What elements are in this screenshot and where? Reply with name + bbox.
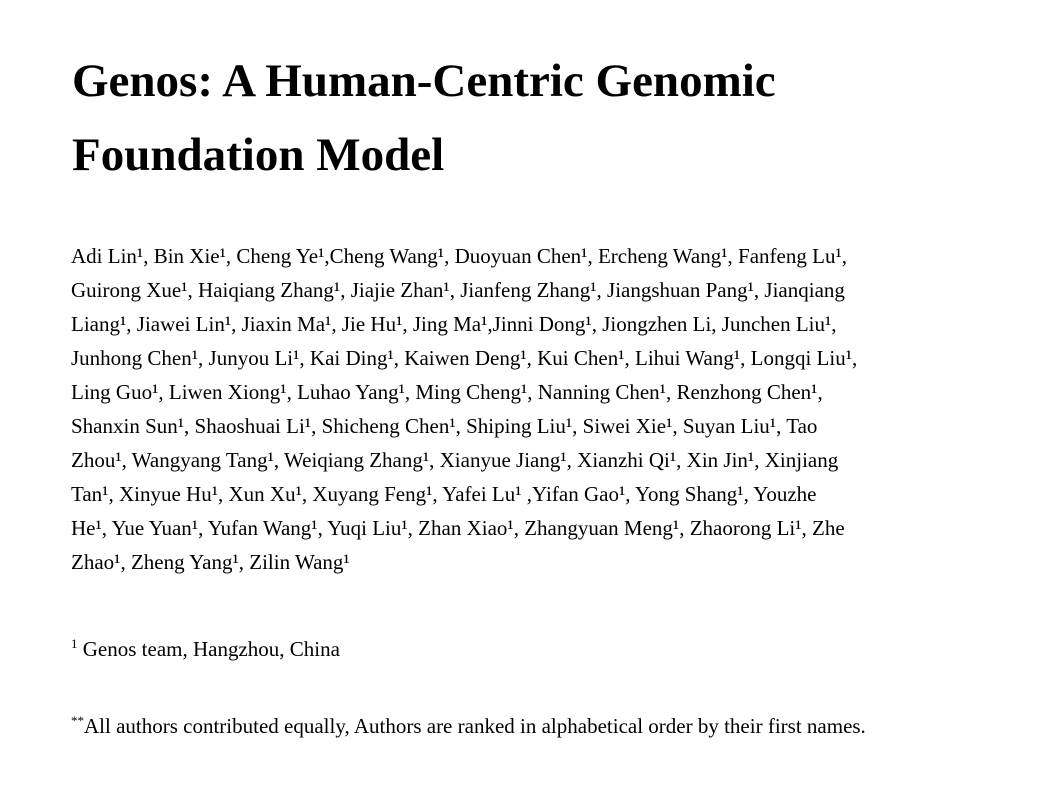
author-line: Junhong Chen¹, Junyou Li¹, Kai Ding¹, Ka…	[71, 346, 858, 370]
author-line: Liang¹, Jiawei Lin¹, Jiaxin Ma¹, Jie Hu¹…	[71, 312, 837, 336]
author-line: Guirong Xue¹, Haiqiang Zhang¹, Jiajie Zh…	[71, 278, 845, 302]
author-line: He¹, Yue Yuan¹, Yufan Wang¹, Yuqi Liu¹, …	[71, 516, 845, 540]
note-text: All authors contributed equally, Authors…	[84, 714, 866, 738]
contribution-note: **All authors contributed equally, Autho…	[71, 712, 971, 741]
paper-title: Genos: A Human-Centric Genomic Foundatio…	[72, 44, 1032, 192]
affiliation: 1 Genos team, Hangzhou, China	[71, 635, 340, 663]
title-line: Foundation Model	[72, 129, 445, 181]
note-marker: **	[71, 713, 84, 728]
author-line: Tan¹, Xinyue Hu¹, Xun Xu¹, Xuyang Feng¹,…	[71, 482, 817, 506]
author-list: Adi Lin¹, Bin Xie¹, Cheng Ye¹,Cheng Wang…	[71, 239, 857, 579]
author-line: Zhou¹, Wangyang Tang¹, Weiqiang Zhang¹, …	[71, 448, 839, 472]
author-line: Zhao¹, Zheng Yang¹, Zilin Wang¹	[71, 550, 350, 574]
author-line: Adi Lin¹, Bin Xie¹, Cheng Ye¹,Cheng Wang…	[71, 244, 847, 268]
author-line: Shanxin Sun¹, Shaoshuai Li¹, Shicheng Ch…	[71, 414, 818, 438]
author-line: Ling Guo¹, Liwen Xiong¹, Luhao Yang¹, Mi…	[71, 380, 823, 404]
affiliation-text: Genos team, Hangzhou, China	[77, 637, 340, 661]
title-line: Genos: A Human-Centric Genomic	[72, 55, 776, 107]
affiliation-marker: 1	[71, 636, 78, 651]
